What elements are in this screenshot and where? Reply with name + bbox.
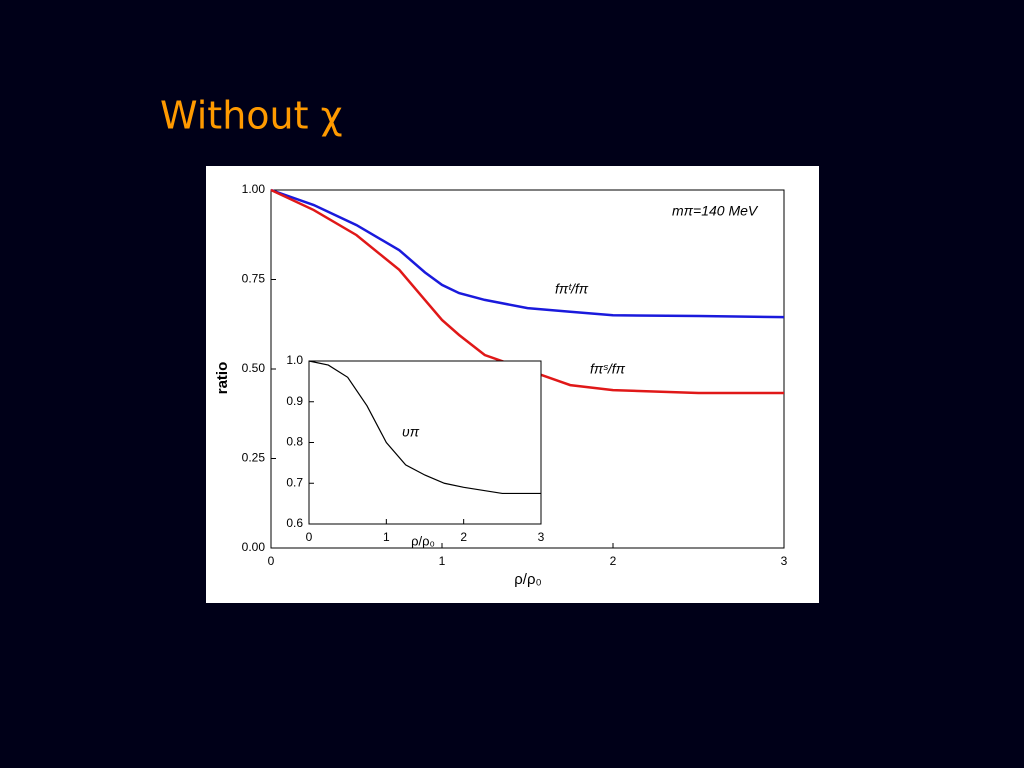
x-tick-label: 2 [460, 530, 467, 544]
y-tick-label: 0.9 [286, 394, 303, 408]
y-tick-label: 0.00 [242, 540, 266, 554]
series-label: fπᵗ/fπ [555, 281, 589, 297]
x-axis-label: ρ/ρ₀ [514, 571, 541, 588]
y-tick-label: 0.7 [286, 475, 303, 489]
slide-title: Without χ [160, 94, 343, 138]
y-axis-label: ratio [214, 362, 231, 395]
y-tick-label: 1.00 [242, 182, 266, 196]
y-tick-label: 0.6 [286, 516, 303, 530]
x-tick-label: 3 [538, 530, 545, 544]
series-label: fπˢ/fπ [590, 361, 626, 377]
series-label: υπ [402, 424, 420, 440]
x-tick-label: 0 [306, 530, 313, 544]
line-series [270, 188, 785, 319]
x-tick-label: 3 [781, 554, 788, 568]
plot-frame [308, 360, 542, 525]
annotation: mπ=140 MeV [672, 203, 759, 219]
x-tick-label: 1 [439, 554, 446, 568]
x-tick-label: 0 [268, 554, 275, 568]
y-tick-label: 0.75 [242, 272, 266, 286]
line-series [270, 188, 784, 395]
y-tick-label: 0.50 [242, 361, 266, 375]
y-tick-label: 0.25 [242, 451, 266, 465]
x-tick-label: 2 [610, 554, 617, 568]
x-axis-label: ρ/ρ₀ [411, 533, 435, 548]
x-tick-label: 1 [383, 530, 390, 544]
y-tick-label: 1.0 [286, 353, 303, 367]
line-series [308, 360, 541, 495]
y-tick-label: 0.8 [286, 435, 303, 449]
